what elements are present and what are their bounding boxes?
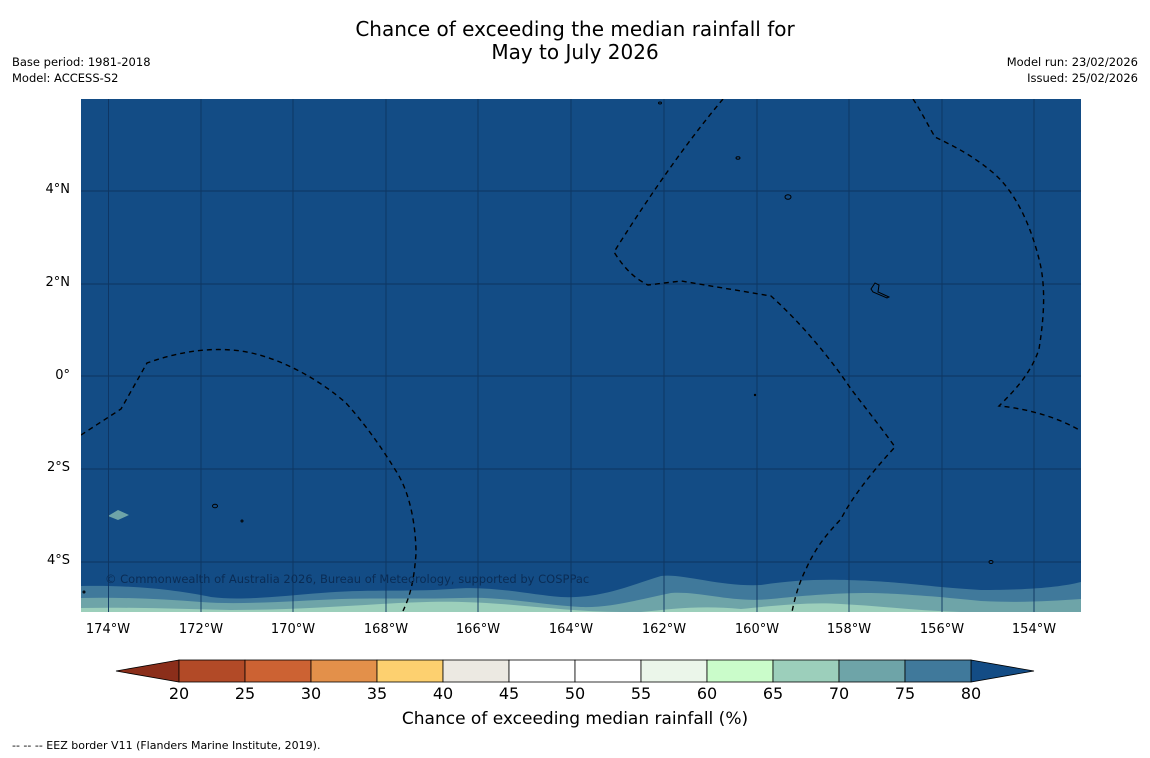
lon-label-162W: 162°W xyxy=(641,622,687,637)
ocean-fill xyxy=(81,99,1081,612)
colorbar-bin-45-50 xyxy=(508,659,576,683)
colorbar-tick-30: 30 xyxy=(300,684,322,703)
lon-label-160W: 160°W xyxy=(734,622,780,637)
colorbar-bin-75-80 xyxy=(904,659,972,683)
colorbar-tick-45: 45 xyxy=(498,684,520,703)
colorbar-tick-75: 75 xyxy=(894,684,916,703)
colorbar-bin-25-30 xyxy=(244,659,312,683)
island-5 xyxy=(212,503,218,509)
colorbar-bin-60-65 xyxy=(706,659,774,683)
lon-label-158W: 158°W xyxy=(826,622,872,637)
lat-label-0: 0° xyxy=(55,368,70,383)
island-4 xyxy=(870,282,891,299)
lon-label-172W: 172°W xyxy=(178,622,224,637)
lon-label-154W: 154°W xyxy=(1011,622,1057,637)
map-canvas xyxy=(81,99,1081,612)
colorbar-high-arrow xyxy=(970,659,1035,683)
eez-border-east xyxy=(912,99,1081,432)
colorbar-bin-50-55 xyxy=(574,659,642,683)
lon-label-156W: 156°W xyxy=(919,622,965,637)
colorbar-title: Chance of exceeding median rainfall (%) xyxy=(401,709,749,729)
base-period: Base period: 1981-2018 xyxy=(12,55,151,69)
issued-date: Issued: 25/02/2026 xyxy=(1027,71,1138,85)
lon-label-174W: 174°W xyxy=(85,622,131,637)
colorbar-bin-40-45 xyxy=(442,659,510,683)
colorbar-tick-80: 80 xyxy=(960,684,982,703)
colorbar-bin-70-75 xyxy=(838,659,906,683)
island-3 xyxy=(784,194,792,200)
lat-label-4S: 4°S xyxy=(46,553,70,568)
islands xyxy=(82,101,994,594)
shallow-feature xyxy=(108,510,129,520)
colorbar-tick-40: 40 xyxy=(432,684,454,703)
lat-label-4N: 4°N xyxy=(45,182,71,197)
title-line-2: May to July 2026 xyxy=(491,40,659,64)
lon-label-170W: 170°W xyxy=(270,622,316,637)
meta-right: Model run: 23/02/2026 Issued: 25/02/2026 xyxy=(1007,54,1138,86)
colorbar-bin-65-70 xyxy=(772,659,840,683)
colorbar-tick-60: 60 xyxy=(696,684,718,703)
colorbar-bin-35-40 xyxy=(376,659,444,683)
eez-footnote: -- -- -- EEZ border V11 (Flanders Marine… xyxy=(12,739,321,752)
lat-label-2S: 2°S xyxy=(46,460,70,475)
island-2 xyxy=(735,156,741,160)
colorbar-tick-50: 50 xyxy=(564,684,586,703)
lon-label-168W: 168°W xyxy=(363,622,409,637)
colorbar-bin-20-25 xyxy=(178,659,246,683)
island-9 xyxy=(82,590,86,594)
island-6 xyxy=(240,519,244,523)
island-8 xyxy=(753,393,757,397)
colorbar-low-arrow xyxy=(115,659,180,683)
colorbar-tick-55: 55 xyxy=(630,684,652,703)
island-7 xyxy=(988,560,994,564)
lat-label-2N: 2°N xyxy=(45,275,71,290)
model-name: Model: ACCESS-S2 xyxy=(12,71,119,85)
colorbar-tick-70: 70 xyxy=(828,684,850,703)
colorbar-bin-55-60 xyxy=(640,659,708,683)
graticule xyxy=(81,99,1081,612)
title-line-1: Chance of exceeding the median rainfall … xyxy=(355,17,795,41)
colorbar-tick-65: 65 xyxy=(762,684,784,703)
eez-borders xyxy=(81,99,1081,612)
lon-label-166W: 166°W xyxy=(455,622,501,637)
map-panel: © Commonwealth of Australia 2026, Bureau… xyxy=(81,99,1081,612)
chart-title: Chance of exceeding the median rainfall … xyxy=(0,18,1150,64)
colorbar-tick-20: 20 xyxy=(168,684,190,703)
meta-left: Base period: 1981-2018 Model: ACCESS-S2 xyxy=(12,54,151,86)
lon-label-164W: 164°W xyxy=(548,622,594,637)
island-1 xyxy=(658,101,662,105)
colorbar-tick-35: 35 xyxy=(366,684,388,703)
model-run: Model run: 23/02/2026 xyxy=(1006,55,1138,69)
band-65-70 xyxy=(81,601,961,612)
colorbar-bin-30-35 xyxy=(310,659,378,683)
colorbar-tick-25: 25 xyxy=(234,684,256,703)
copyright-notice: © Commonwealth of Australia 2026, Bureau… xyxy=(105,572,590,586)
